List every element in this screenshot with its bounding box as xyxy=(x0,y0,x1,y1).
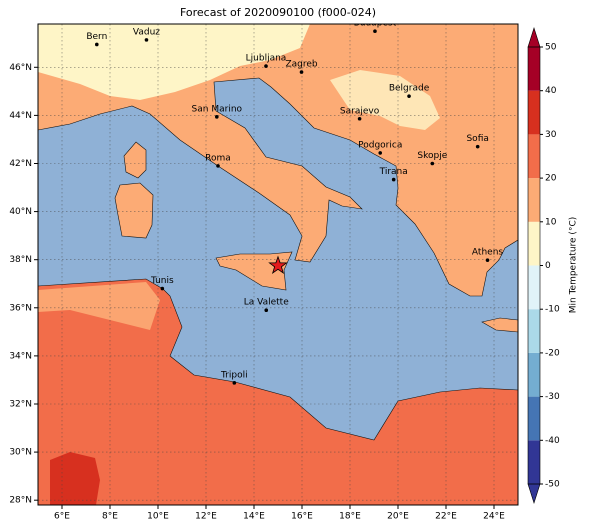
city-label: Tripoli xyxy=(220,370,248,380)
colorbar-segment xyxy=(528,352,540,397)
y-tick-label: 40°N xyxy=(9,207,32,217)
colorbar-segment xyxy=(528,134,540,179)
colorbar-segment xyxy=(528,178,540,222)
x-tick-label: 20°E xyxy=(387,512,409,522)
city-label: Ljubljana xyxy=(246,54,287,64)
alps-region xyxy=(38,24,310,100)
city-label: Bern xyxy=(86,32,107,42)
x-tick-label: 12°E xyxy=(195,512,217,522)
city-dot xyxy=(378,151,383,155)
colorbar-tick-label: 50 xyxy=(545,43,557,53)
colorbar-extend-top xyxy=(527,27,541,48)
y-tick-label: 36°N xyxy=(9,303,32,313)
colorbar-tick-label: 10 xyxy=(545,217,557,227)
colorbar-tick-label: -20 xyxy=(545,348,560,358)
colorbar-segment xyxy=(528,396,540,441)
city-dot xyxy=(215,115,219,119)
city-dot xyxy=(264,308,269,312)
city-label: La Valette xyxy=(244,298,289,308)
axes: 6°E 8°E 10°E 12°E 14°E 16°E 18°E 20°E 22°E 24°E 28… xyxy=(9,63,505,522)
city-label: Budapest xyxy=(354,19,397,29)
city-dot xyxy=(264,64,268,68)
x-tick-label: 8°E xyxy=(102,512,118,522)
title: Forecast of 2020090100 (f000-024) xyxy=(180,6,376,19)
colorbar-tick-label: 40 xyxy=(545,86,557,96)
city-dot xyxy=(391,177,396,182)
y-tick-label: 42°N xyxy=(9,159,32,169)
city-dot xyxy=(407,94,411,98)
city-dot xyxy=(475,144,480,149)
city-label: Belgrade xyxy=(389,84,430,94)
city-label: Vaduz xyxy=(133,27,160,37)
x-tick-label: 14°E xyxy=(243,512,265,522)
city-dot xyxy=(299,70,304,74)
colorbar-tick-label: -40 xyxy=(545,436,560,446)
city-dot xyxy=(373,29,377,34)
city-label: Sarajevo xyxy=(340,106,380,116)
colorbar: -50 -40 -30 -20 -10 0 10 20 30 40 50 xyxy=(527,27,560,504)
y-tick-label: 34°N xyxy=(9,351,32,361)
colorbar-segment xyxy=(528,440,540,484)
city-label: Tirana xyxy=(379,167,408,177)
city-label: Athens xyxy=(472,248,503,258)
city-dot xyxy=(232,381,237,385)
corsica xyxy=(123,141,147,179)
colorbar-tick-label: 30 xyxy=(545,130,557,140)
y-tick-label: 30°N xyxy=(9,448,32,458)
city-dot xyxy=(357,116,362,121)
y-tick-label: 32°N xyxy=(9,399,32,409)
colorbar-tick-label: -30 xyxy=(545,392,560,402)
colorbar-segment xyxy=(528,265,540,310)
graticule xyxy=(38,24,518,505)
x-tick-label: 16°E xyxy=(291,512,313,522)
city-label: Sofia xyxy=(466,134,488,144)
city-label: Zagreb xyxy=(285,60,317,70)
colorbar-segment xyxy=(528,221,540,266)
colorbar-segment xyxy=(528,47,540,91)
crete xyxy=(481,317,518,333)
city-label: San Marino xyxy=(192,104,243,114)
colorbar-segment xyxy=(528,309,540,353)
coastal-region xyxy=(38,282,160,330)
x-tick-label: 22°E xyxy=(435,512,457,522)
x-tick-label: 18°E xyxy=(339,512,361,522)
x-tick-label: 24°E xyxy=(483,512,505,522)
marker-star xyxy=(268,255,288,274)
colorbar-tick-label: -10 xyxy=(545,305,560,315)
colorbar-tick-label: 0 xyxy=(545,261,551,271)
city-dot xyxy=(95,42,99,47)
city-label: Podgorica xyxy=(358,140,402,150)
y-tick-label: 44°N xyxy=(9,111,32,121)
city-label: Roma xyxy=(205,153,231,163)
city-dot xyxy=(430,161,435,166)
hot-region xyxy=(50,452,100,505)
city-dot xyxy=(216,164,220,168)
sardinia xyxy=(114,182,154,239)
city-dot xyxy=(144,38,149,42)
map-frame xyxy=(37,23,519,506)
city-dot xyxy=(485,258,490,262)
city-dot xyxy=(160,286,165,291)
x-tick-label: 6°E xyxy=(54,512,70,522)
y-tick-label: 46°N xyxy=(9,63,32,73)
sicily xyxy=(215,251,293,291)
colorbar-label: Min Temperature (°C) xyxy=(569,217,579,314)
y-tick-label: 28°N xyxy=(9,496,32,506)
colorbar-tick-label: -50 xyxy=(545,480,560,490)
colorbar-tick-label: 20 xyxy=(545,174,557,184)
x-tick-label: 10°E xyxy=(147,512,169,522)
city-label: Tunis xyxy=(150,276,174,286)
colorbar-segment xyxy=(528,90,540,135)
y-tick-label: 38°N xyxy=(9,255,32,265)
city-label: Skopje xyxy=(417,151,447,161)
colorbar-extend-bottom xyxy=(527,483,541,504)
balkan-region xyxy=(330,70,440,130)
